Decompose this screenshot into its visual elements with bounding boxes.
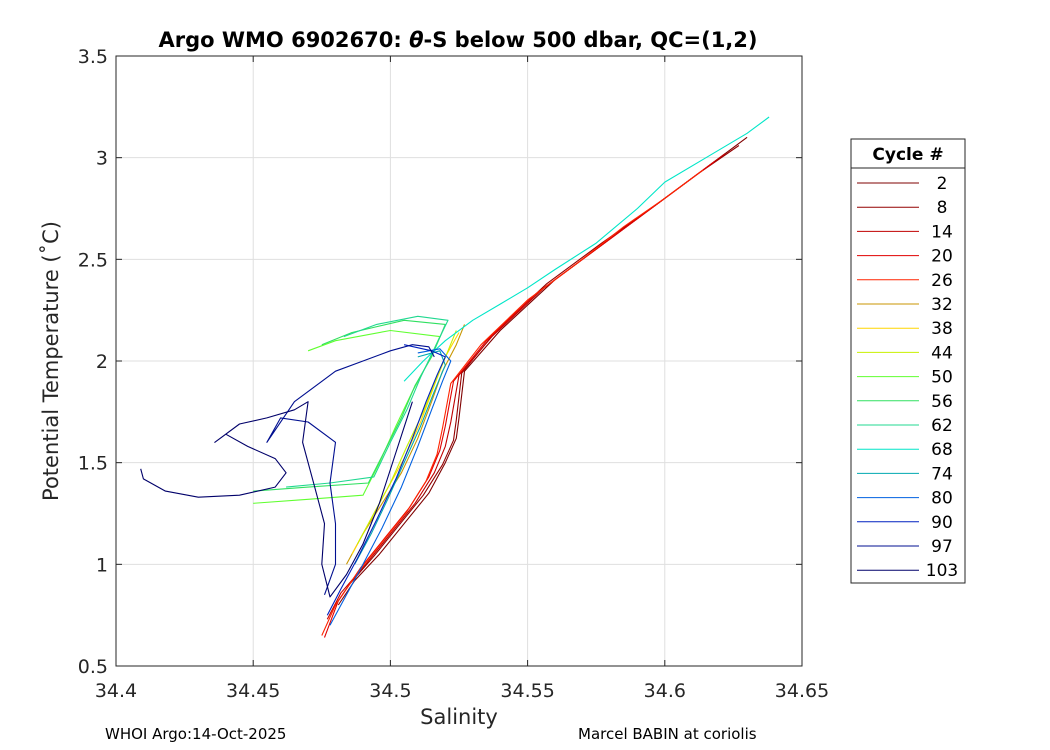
legend-label-cycle-56: 56 bbox=[931, 392, 953, 412]
axis-ticks: 34.4 34.45 34.5 34.55 34.6 34.65 0.5 1 1.5 2 2.5 3 3… bbox=[78, 46, 829, 702]
legend-label-cycle-68: 68 bbox=[931, 440, 953, 460]
legend-label-cycle-62: 62 bbox=[931, 416, 953, 436]
series-line-cycle-90 bbox=[326, 344, 446, 616]
legend-label-cycle-74: 74 bbox=[931, 464, 953, 484]
x-tick-label: 34.45 bbox=[226, 680, 280, 702]
chart-title: Argo WMO 6902670: θ-S below 500 dbar, QC… bbox=[158, 28, 757, 52]
legend-label-cycle-38: 38 bbox=[931, 319, 953, 339]
legend-label-cycle-80: 80 bbox=[931, 489, 953, 509]
x-tick-label: 34.55 bbox=[500, 680, 554, 702]
legend-label-cycle-8: 8 bbox=[937, 198, 948, 218]
legend-label-cycle-44: 44 bbox=[931, 343, 953, 363]
footer-left: WHOI Argo:14-Oct-2025 bbox=[105, 725, 287, 743]
x-axis-label: Salinity bbox=[420, 705, 498, 729]
series-line-cycle-62 bbox=[286, 315, 449, 488]
y-tick-label: 2.5 bbox=[78, 249, 108, 271]
x-tick-label: 34.6 bbox=[644, 680, 686, 702]
series-line-cycle-32 bbox=[346, 324, 466, 565]
series-line-cycle-97 bbox=[266, 344, 435, 595]
legend-label-cycle-97: 97 bbox=[931, 537, 953, 557]
legend-items: 2 8 14 20 26 32 38 44 50 56 62 68 74 80 90 97 103 bbox=[857, 174, 958, 581]
y-axis-label: Potential Temperature (˚C) bbox=[39, 221, 63, 501]
legend-label-cycle-90: 90 bbox=[931, 513, 953, 533]
series-line-cycle-103 bbox=[140, 401, 413, 598]
x-tick-label: 34.5 bbox=[369, 680, 411, 702]
legend-label-cycle-50: 50 bbox=[931, 368, 953, 388]
series-line-cycle-56 bbox=[253, 319, 446, 492]
series-line-cycle-68 bbox=[403, 116, 770, 382]
series-line-cycle-26 bbox=[321, 169, 704, 636]
legend: Cycle # 2 8 14 20 26 32 38 44 50 56 62 68 74 80 90 97 10… bbox=[850, 138, 966, 584]
legend-label-cycle-2: 2 bbox=[937, 174, 948, 194]
footer-right: Marcel BABIN at coriolis bbox=[578, 725, 757, 743]
series-layer bbox=[140, 116, 770, 638]
y-tick-label: 1.5 bbox=[78, 453, 108, 475]
x-tick-label: 34.65 bbox=[775, 680, 829, 702]
x-tick-label: 34.4 bbox=[95, 680, 137, 702]
legend-box bbox=[850, 138, 966, 584]
series-line-cycle-80 bbox=[329, 348, 452, 626]
legend-label-cycle-103: 103 bbox=[926, 561, 958, 581]
y-tick-label: 1 bbox=[96, 554, 108, 576]
y-tick-label: 0.5 bbox=[78, 656, 108, 678]
legend-label-cycle-32: 32 bbox=[931, 295, 953, 315]
legend-label-cycle-20: 20 bbox=[931, 247, 953, 267]
y-tick-label: 3.5 bbox=[78, 46, 108, 68]
legend-label-cycle-26: 26 bbox=[931, 271, 953, 291]
legend-label-cycle-14: 14 bbox=[931, 222, 953, 242]
y-tick-label: 2 bbox=[96, 351, 108, 373]
legend-title: Cycle # bbox=[872, 145, 943, 165]
y-tick-label: 3 bbox=[96, 148, 108, 170]
